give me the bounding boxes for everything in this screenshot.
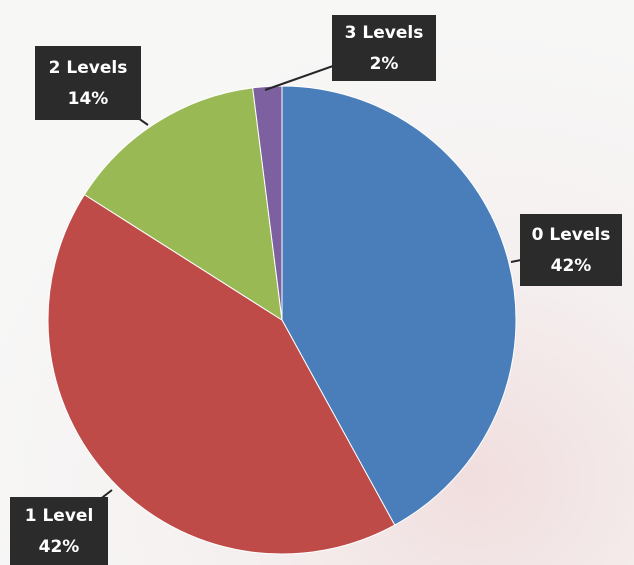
label-value: 42%: [39, 537, 80, 557]
label-category: 3 Levels: [345, 23, 424, 43]
label-box: [332, 15, 436, 81]
data-labels: 0 Levels 42% 1 Level 42% 2 Levels 14% 3 Levels…: [10, 15, 622, 565]
label-value: 42%: [551, 256, 592, 276]
label-value: 14%: [68, 89, 109, 109]
label-box: [10, 497, 108, 565]
label-box: [520, 214, 622, 286]
pie: [47, 85, 517, 555]
label-category: 0 Levels: [532, 225, 611, 245]
label-category: 2 Levels: [49, 58, 128, 78]
pie-slice: [252, 85, 283, 321]
label-box: [35, 46, 141, 120]
label-value: 2%: [370, 54, 399, 74]
pie-slice: [83, 87, 283, 321]
pie-slice: [47, 193, 396, 555]
label-category: 1 Level: [25, 506, 94, 526]
pie-slice: [281, 85, 517, 526]
